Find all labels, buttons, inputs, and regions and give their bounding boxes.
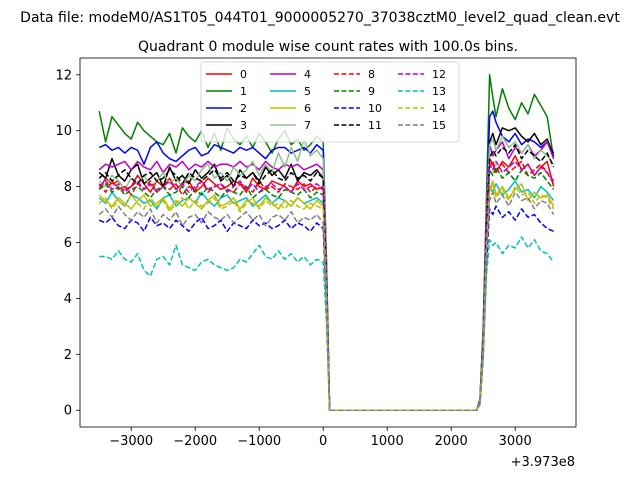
series-line-14 [98, 183, 555, 411]
x-tick-label: −3000 [109, 434, 153, 449]
x-tick-label: −2000 [173, 434, 217, 449]
x-tick-label: 0 [319, 434, 327, 449]
legend-label-4: 4 [304, 68, 311, 81]
legend-label-8: 8 [368, 68, 375, 81]
x-tick-label: −1000 [237, 434, 281, 449]
plot-area [98, 74, 555, 411]
legend-label-7: 7 [304, 119, 311, 132]
x-tick-label: 2000 [435, 434, 468, 449]
legend-label-5: 5 [304, 85, 311, 98]
legend-label-13: 13 [432, 85, 446, 98]
y-tick-label: 4 [64, 292, 72, 307]
y-tick-label: 12 [55, 68, 72, 83]
legend-box [200, 61, 460, 143]
x-offset-label: +3.973e8 [511, 455, 575, 470]
legend-label-9: 9 [368, 85, 375, 98]
legend-label-6: 6 [304, 102, 311, 115]
y-tick-label: 8 [64, 180, 72, 195]
x-tick-label: 3000 [499, 434, 532, 449]
series-line-15 [98, 191, 555, 411]
legend-label-0: 0 [240, 68, 247, 81]
legend-label-3: 3 [240, 119, 247, 132]
y-tick-label: 2 [64, 348, 72, 363]
y-tick-label: 0 [64, 404, 72, 419]
legend-label-10: 10 [368, 102, 382, 115]
chart-title: Quadrant 0 module wise count rates with … [138, 39, 518, 55]
y-tick-label: 6 [64, 236, 72, 251]
legend-label-2: 2 [240, 102, 247, 115]
legend-label-12: 12 [432, 68, 446, 81]
x-tick-label: 1000 [371, 434, 404, 449]
figure-suptitle: Data file: modeM0/AS1T05_044T01_90000052… [20, 10, 620, 26]
y-tick-label: 10 [55, 124, 72, 139]
series-line-10 [98, 205, 554, 411]
legend-label-15: 15 [432, 119, 446, 132]
legend-label-1: 1 [240, 85, 247, 98]
legend-label-11: 11 [368, 119, 382, 132]
legend-label-14: 14 [432, 102, 446, 115]
